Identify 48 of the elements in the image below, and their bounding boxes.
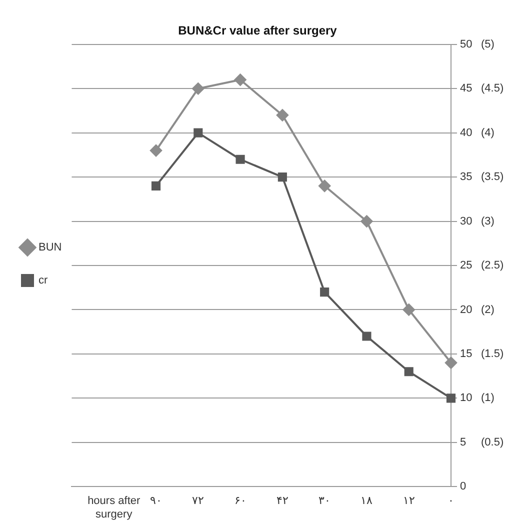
- y-tick-label: 5: [460, 436, 466, 448]
- y2-tick-label: (2): [481, 304, 494, 316]
- point: [192, 82, 204, 95]
- y-tick-label: 15: [460, 348, 472, 360]
- y-tick-label: 30: [460, 215, 472, 228]
- y-tick-label: 25: [460, 260, 472, 272]
- x-tick-label: ۹۰: [150, 495, 162, 508]
- x-tick-label: ۱۸: [360, 495, 373, 508]
- y-tick-label: 10: [460, 392, 472, 404]
- point: [278, 172, 287, 182]
- x-tick-label: ۳۰: [318, 495, 331, 508]
- y-tick-label: 50: [460, 38, 472, 50]
- x-tick-label: ۴۲: [276, 495, 288, 508]
- point: [402, 304, 415, 316]
- y2-tick-label: (1): [481, 392, 494, 404]
- y2-tick-label: (5): [481, 38, 494, 50]
- chart-title: BUN&Cr value after surgery: [178, 24, 338, 38]
- point: [150, 144, 162, 157]
- y2-tick-label: (3.5): [481, 171, 504, 184]
- y-tick-label: 35: [460, 171, 472, 184]
- point: [445, 356, 457, 369]
- y-tick-label: 40: [460, 126, 472, 139]
- y2-tick-label: (4.5): [481, 82, 504, 95]
- legend-label: BUN: [38, 242, 62, 254]
- x-tick-label: ۱۲: [402, 495, 415, 508]
- point: [404, 367, 414, 376]
- point: [320, 287, 330, 297]
- y2-tick-label: (0.5): [481, 436, 504, 448]
- legend-label: cr: [38, 274, 48, 287]
- point: [194, 128, 203, 138]
- point: [318, 180, 331, 192]
- x-tick-label: ۰: [448, 495, 454, 508]
- x-tick-label: ۶۰: [234, 495, 246, 508]
- y-tick-label: 20: [460, 304, 472, 316]
- point: [360, 215, 373, 228]
- x-tick-label: ۷۲: [192, 495, 204, 508]
- point: [234, 74, 246, 86]
- x-tick-label: hours after surgery: [88, 495, 140, 520]
- point: [362, 332, 372, 341]
- point: [151, 181, 161, 190]
- y2-tick-label: (2.5): [481, 260, 504, 272]
- y-tick-label: 0: [460, 480, 466, 493]
- y2-tick-label: (3): [481, 215, 494, 228]
- y-tick-label: 45: [460, 82, 472, 95]
- point: [236, 154, 245, 164]
- y2-tick-label: (4): [481, 126, 494, 139]
- point: [276, 109, 288, 122]
- y2-tick-label: (1.5): [481, 348, 504, 360]
